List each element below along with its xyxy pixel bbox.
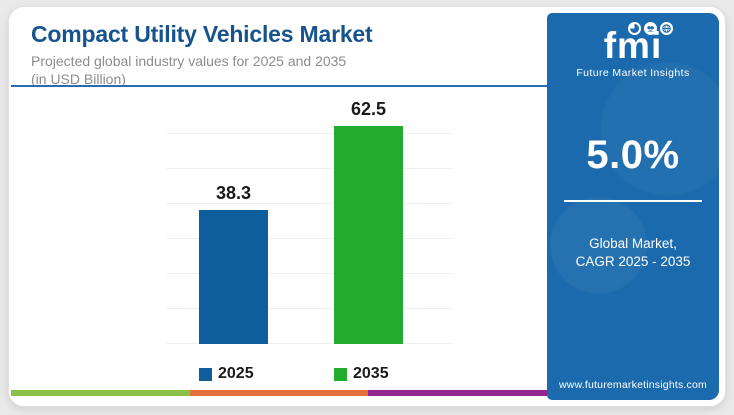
logo-globe-icon bbox=[660, 22, 674, 35]
legend-item-2025: 2025 bbox=[199, 365, 254, 383]
cagr-label-line2: CAGR 2025 - 2035 bbox=[575, 254, 691, 270]
legend-label-2025: 2025 bbox=[218, 365, 254, 382]
footer-accent-stripe bbox=[11, 390, 548, 396]
cagr-label: Global Market, CAGR 2025 - 2035 bbox=[547, 235, 719, 271]
bar-group-2035: 62.5 bbox=[334, 99, 403, 344]
bar-group-2025: 38.3 bbox=[199, 99, 268, 344]
chart-section: Compact Utility Vehicles Market Projecte… bbox=[9, 7, 548, 406]
legend-swatch-2035 bbox=[334, 367, 347, 381]
logo-tagline: Future Market Insights bbox=[576, 66, 690, 79]
chart-subtitle: Projected global industry values for 202… bbox=[31, 53, 347, 69]
cagr-label-line1: Global Market, bbox=[589, 236, 677, 251]
stripe-segment-green bbox=[11, 390, 190, 396]
bar-value-label-2025: 38.3 bbox=[215, 182, 252, 203]
infographic-card: Compact Utility Vehicles Market Projecte… bbox=[8, 6, 726, 407]
legend-swatch-2025 bbox=[199, 367, 212, 381]
fmi-logo: fmi Future Market Insights bbox=[576, 22, 690, 79]
stripe-segment-orange bbox=[189, 390, 369, 396]
logo-pie-chart-icon bbox=[628, 22, 642, 35]
website-link[interactable]: www.futuremarketinsights.com bbox=[559, 379, 707, 391]
header-divider bbox=[11, 85, 547, 87]
plot-area: 38.3 62.5 bbox=[166, 99, 453, 344]
bar-value-label-2035: 62.5 bbox=[350, 99, 387, 119]
sidebar-panel: fmi Future Market Insights 5.0% Global M… bbox=[547, 13, 719, 400]
chart-unit-note: (in USD Billion) bbox=[31, 70, 126, 87]
bar-2035 bbox=[334, 126, 403, 344]
cagr-divider bbox=[564, 200, 702, 202]
page-title: Compact Utility Vehicles Market bbox=[31, 21, 373, 47]
cagr-value: 5.0% bbox=[586, 133, 680, 177]
logo-handshake-icon bbox=[644, 22, 658, 35]
legend-label-2035: 2035 bbox=[353, 365, 389, 382]
logo-icon-row bbox=[628, 22, 674, 35]
bar-2025 bbox=[199, 209, 268, 344]
legend-item-2035: 2035 bbox=[334, 365, 389, 383]
chart-header: Compact Utility Vehicles Market Projecte… bbox=[9, 7, 547, 88]
stripe-segment-purple bbox=[368, 390, 548, 396]
